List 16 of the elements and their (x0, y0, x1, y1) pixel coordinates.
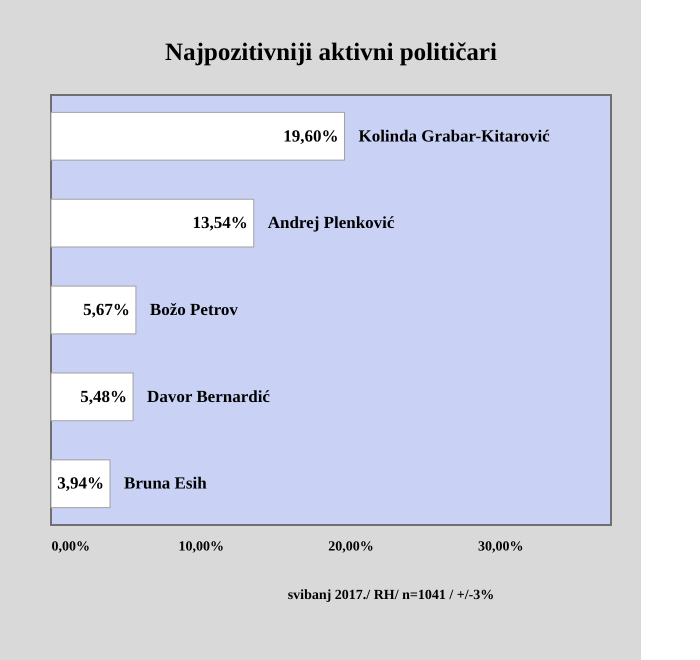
y-tick-label: Bruna Esih (124, 474, 208, 493)
text: svibanj 2017./ RH/ n=1041 / +/-3% (288, 588, 494, 603)
x-tick-label: 30,00% (478, 540, 524, 554)
y-tick-label: Andrej Plenković (268, 213, 395, 232)
data-label: 5,67% (83, 300, 130, 319)
y-tick-label: Davor Bernardić (147, 386, 270, 406)
y-tick-label: Božo Petrov (150, 300, 238, 319)
data-label: 5,48% (80, 386, 128, 406)
chart-title: Najpozitivniji aktivni političari (165, 39, 498, 66)
data-label: 3,94% (57, 474, 104, 493)
data-label: 19,60% (283, 126, 338, 146)
x-tick-label: 10,00% (178, 540, 224, 554)
x-tick-label: 0,00% (52, 540, 90, 554)
data-label: 13,54% (192, 213, 248, 232)
x-tick-label: 20,00% (328, 540, 374, 554)
y-tick-label: Kolinda Grabar-Kitarović (358, 126, 550, 146)
